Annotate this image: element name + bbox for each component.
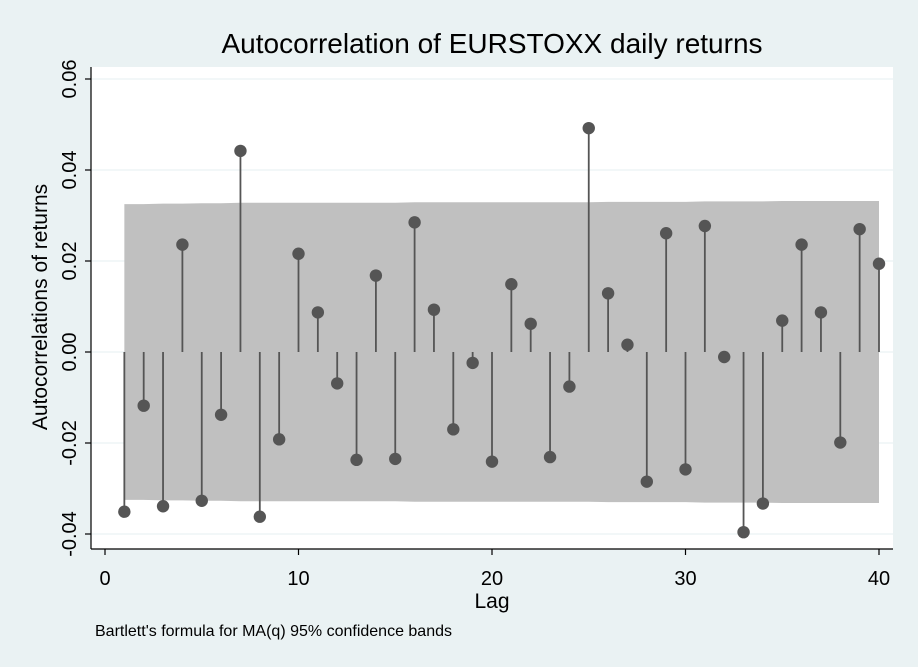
acf-point-lag-40 (872, 257, 886, 270)
acf-point-lag-39 (853, 222, 866, 236)
stems-group (123, 128, 880, 533)
acf-point-lag-30 (679, 463, 692, 476)
acf-point-lag-37 (814, 306, 828, 319)
acf-point-lag-32 (718, 350, 731, 364)
acf-point-lag-26 (601, 287, 615, 300)
acf-point-lag-5 (195, 494, 208, 507)
acf-point-lag-31 (698, 219, 712, 233)
acf-point-lag-29 (659, 227, 673, 240)
y-axis-label: Autocorrelations of returns (29, 184, 52, 430)
acf-point-lag-35 (776, 314, 789, 327)
acf-point-lag-25 (582, 121, 595, 135)
x-tick-label: 20 (481, 568, 503, 590)
y-tick-label: 0.06 (59, 60, 81, 99)
acf-point-lag-33 (737, 525, 750, 539)
acf-point-lag-27 (621, 338, 634, 351)
x-tick-labels: 0 10 20 30 40 (99, 568, 890, 590)
acf-point-lag-28 (640, 475, 653, 488)
acf-point-lag-34 (756, 497, 770, 510)
confidence-band (124, 200, 880, 504)
acf-point-lag-12 (331, 377, 344, 390)
acf-point-lag-1 (118, 505, 131, 518)
acf-point-lag-2 (137, 399, 150, 412)
acf-point-lag-17 (427, 303, 441, 316)
acf-point-lag-38 (834, 436, 847, 449)
acf-point-lag-8 (253, 510, 266, 523)
acf-point-lag-3 (156, 500, 170, 513)
chart-title: Autocorrelation of EURSTOXX daily return… (221, 28, 762, 59)
acf-point-lag-14 (369, 269, 383, 282)
x-tick-label: 10 (287, 568, 309, 590)
markers-group (118, 121, 886, 539)
acf-point-lag-13 (350, 453, 363, 467)
y-tick-labels: -0.04 -0.02 0.00 0.02 0.04 0.06 (59, 60, 81, 557)
y-tick-label: -0.04 (59, 511, 81, 557)
y-tick-label: 0.04 (59, 151, 81, 190)
footnote: Bartlett's formula for MA(q) 95% confide… (95, 623, 452, 640)
x-tick-label: 30 (674, 568, 696, 590)
acf-point-lag-24 (563, 380, 576, 393)
y-tick-label: -0.02 (59, 420, 81, 466)
acf-point-lag-20 (485, 455, 499, 468)
x-tick-label: 0 (99, 568, 110, 590)
acf-point-lag-15 (389, 452, 402, 466)
x-axis-label: Lag (474, 590, 509, 613)
acf-point-lag-18 (447, 423, 460, 436)
y-tick-label: 0.02 (59, 242, 81, 281)
acf-point-lag-36 (795, 238, 808, 251)
acf-point-lag-16 (408, 216, 421, 229)
x-tick-label: 40 (868, 568, 890, 590)
axes (85, 67, 893, 555)
acf-point-lag-22 (524, 317, 537, 330)
acf-point-lag-21 (505, 278, 518, 291)
acf-point-lag-10 (292, 247, 305, 260)
acf-point-lag-23 (543, 450, 557, 464)
acf-point-lag-19 (466, 356, 479, 370)
acf-point-lag-11 (311, 306, 325, 319)
acf-point-lag-4 (176, 238, 189, 251)
acf-point-lag-7 (234, 144, 247, 158)
y-tick-label: 0.00 (59, 333, 81, 372)
acf-point-lag-9 (272, 433, 286, 446)
acf-point-lag-6 (214, 408, 228, 421)
